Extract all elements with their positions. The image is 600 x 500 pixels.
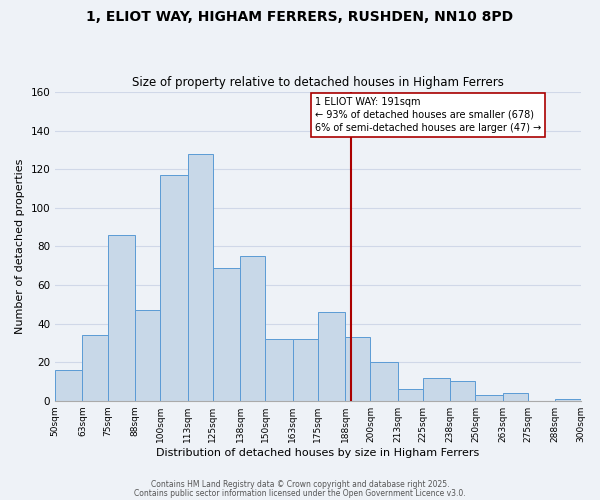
Text: Contains public sector information licensed under the Open Government Licence v3: Contains public sector information licen… xyxy=(134,488,466,498)
Text: Contains HM Land Registry data © Crown copyright and database right 2025.: Contains HM Land Registry data © Crown c… xyxy=(151,480,449,489)
Bar xyxy=(265,339,293,400)
Bar xyxy=(345,337,370,400)
Bar xyxy=(160,175,188,400)
Bar xyxy=(240,256,265,400)
Title: Size of property relative to detached houses in Higham Ferrers: Size of property relative to detached ho… xyxy=(132,76,504,90)
Bar xyxy=(293,339,318,400)
X-axis label: Distribution of detached houses by size in Higham Ferrers: Distribution of detached houses by size … xyxy=(156,448,479,458)
Text: 1 ELIOT WAY: 191sqm
← 93% of detached houses are smaller (678)
6% of semi-detach: 1 ELIOT WAY: 191sqm ← 93% of detached ho… xyxy=(315,96,541,133)
Bar xyxy=(188,154,213,400)
Bar xyxy=(135,310,160,400)
Bar xyxy=(82,335,108,400)
Bar xyxy=(475,395,503,400)
Bar xyxy=(108,235,135,400)
Y-axis label: Number of detached properties: Number of detached properties xyxy=(15,158,25,334)
Bar xyxy=(423,378,450,400)
Text: 1, ELIOT WAY, HIGHAM FERRERS, RUSHDEN, NN10 8PD: 1, ELIOT WAY, HIGHAM FERRERS, RUSHDEN, N… xyxy=(86,10,514,24)
Bar xyxy=(398,389,423,400)
Bar xyxy=(318,312,345,400)
Bar xyxy=(503,393,528,400)
Bar xyxy=(55,370,82,400)
Bar xyxy=(213,268,240,400)
Bar xyxy=(450,382,475,400)
Bar xyxy=(370,362,398,401)
Bar xyxy=(555,399,581,400)
